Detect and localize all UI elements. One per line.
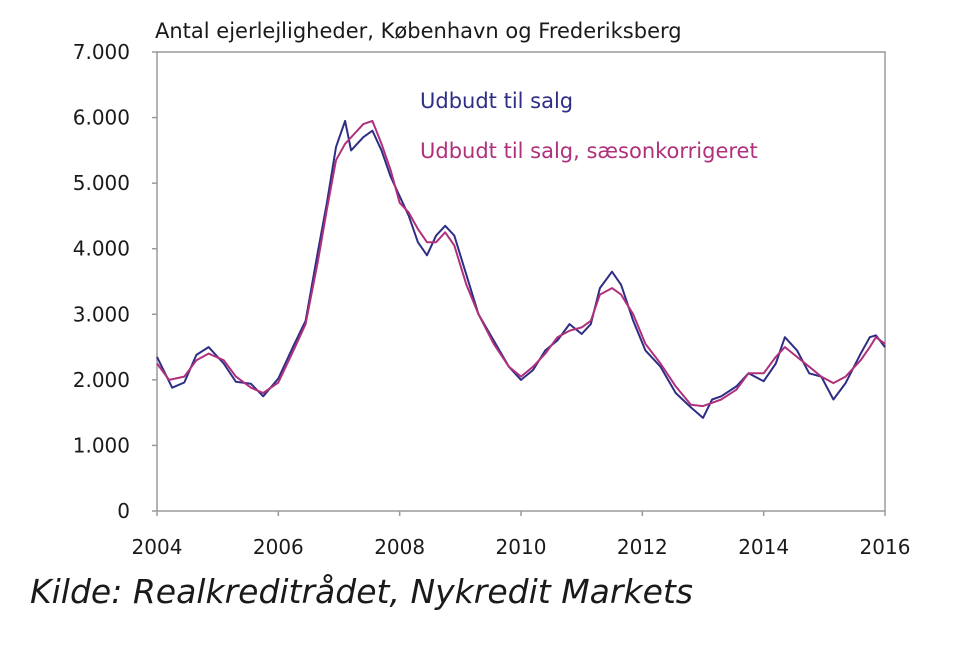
x-tick-label: 2004: [132, 535, 183, 559]
y-tick-label: 0: [117, 499, 130, 523]
legend: Udbudt til salg Udbudt til salg, sæsonkor…: [420, 89, 758, 163]
y-tick-label: 3.000: [73, 302, 130, 326]
x-tick-label: 2008: [374, 535, 425, 559]
x-axis: 2004 2006 2008 2010 2012 2014 2016: [132, 511, 911, 559]
x-tick-label: 2012: [617, 535, 668, 559]
source-note: Kilde: Realkreditrådet, Nykredit Markets: [30, 572, 693, 611]
x-tick-label: 2010: [496, 535, 547, 559]
series-line-1: [156, 119, 886, 419]
y-tick-label: 2.000: [73, 368, 130, 392]
legend-entry-1: Udbudt til salg: [420, 89, 573, 113]
y-axis: 0 1.000 2.000 3.000 4.000 5.000 6.000 7.000: [73, 40, 157, 523]
y-tick-label: 4.000: [73, 237, 130, 261]
plot-area: [156, 51, 886, 512]
y-tick-label: 5.000: [73, 171, 130, 195]
y-tick-label: 7.000: [73, 40, 130, 64]
x-tick-label: 2016: [860, 535, 911, 559]
y-tick-label: 6.000: [73, 106, 130, 130]
y-tick-label: 1.000: [73, 433, 130, 457]
series-group: [156, 119, 886, 419]
x-tick-label: 2006: [253, 535, 304, 559]
legend-entry-2: Udbudt til salg, sæsonkorrigeret: [420, 139, 758, 163]
series-line-2: [156, 119, 886, 408]
x-tick-label: 2014: [738, 535, 789, 559]
chart-title: Antal ejerlejligheder, København og Fred…: [155, 19, 682, 43]
